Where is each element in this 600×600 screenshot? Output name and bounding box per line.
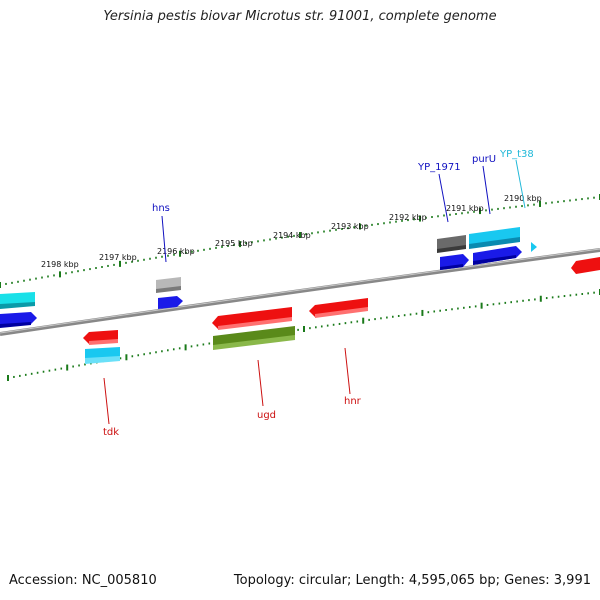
gene-label-tdk[interactable]: tdk xyxy=(103,427,119,438)
scale-label: 2194 kbp xyxy=(273,231,311,240)
genome-backbone xyxy=(0,248,600,336)
scale-label: 2195 kbp xyxy=(215,239,253,248)
gene-feature[interactable] xyxy=(212,307,292,329)
scale-label: 2196 kbp xyxy=(157,247,195,256)
scale-label: 2193 kbp xyxy=(331,222,369,231)
gene-feature[interactable] xyxy=(158,296,183,309)
gene-label-hnr[interactable]: hnr xyxy=(344,396,362,407)
upper-scale-track xyxy=(0,194,600,288)
gene-label-puru[interactable]: purU xyxy=(472,154,496,165)
scale-label: 2191 kbp xyxy=(446,204,484,213)
reverse-strand-genes xyxy=(83,298,368,364)
gene-feature[interactable] xyxy=(309,298,368,317)
forward-strand-genes xyxy=(0,227,600,328)
scale-label: 2198 kbp xyxy=(41,260,79,269)
gene-label-ugd[interactable]: ugd xyxy=(257,410,276,421)
genome-summary-text: Topology: circular; Length: 4,595,065 bp… xyxy=(233,573,591,588)
gene-label-yp-1971[interactable]: YP_1971 xyxy=(417,162,461,173)
gene-feature[interactable] xyxy=(531,242,537,252)
gene-feature[interactable] xyxy=(469,227,520,247)
genome-title: Yersinia pestis biovar Microtus str. 910… xyxy=(103,9,497,24)
gene-label-hns[interactable]: hns xyxy=(152,203,170,214)
gene-label-yp-t38[interactable]: YP_t38 xyxy=(499,149,534,160)
gene-labels: hns YP_1971 purU YP_t38 tdk ugd hnr xyxy=(103,149,534,438)
scale-label: 2192 kbp xyxy=(389,213,427,222)
gene-callouts xyxy=(103,159,526,425)
scale-label: 2197 kbp xyxy=(99,253,137,262)
gene-feature[interactable] xyxy=(571,257,600,274)
accession-text: Accession: NC_005810 xyxy=(9,573,157,588)
